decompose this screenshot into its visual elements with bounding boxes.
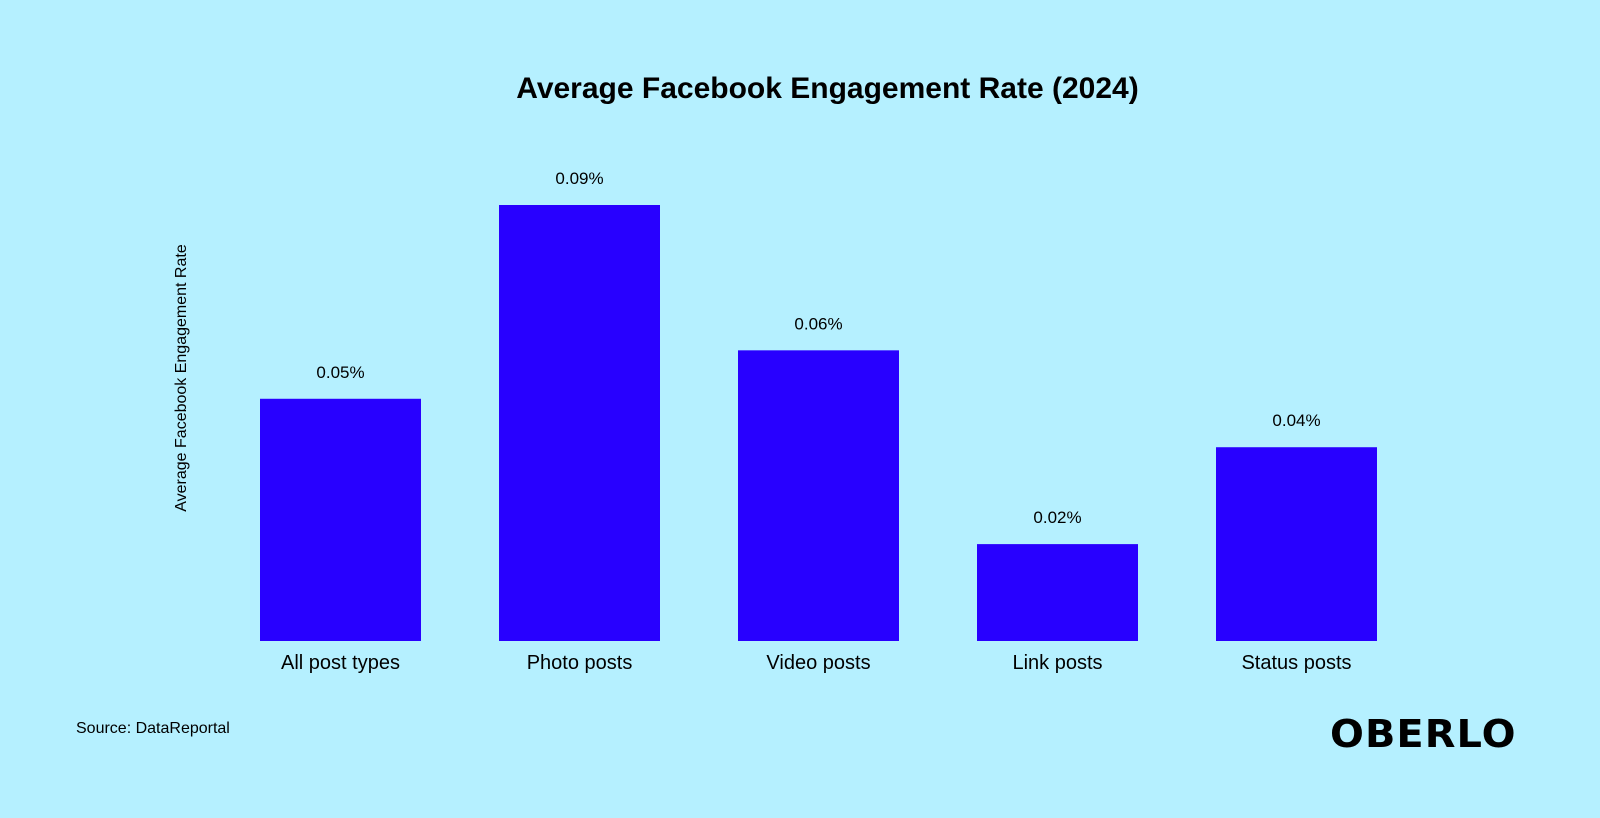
chart-title: Average Facebook Engagement Rate (2024) <box>516 72 1139 105</box>
data-label: 0.05% <box>316 363 364 382</box>
x-tick-label: Photo posts <box>527 652 633 674</box>
x-tick-label: Link posts <box>1012 652 1102 674</box>
data-label: 0.02% <box>1033 508 1081 527</box>
x-tick-label: All post types <box>281 652 400 674</box>
x-tick-label: Status posts <box>1241 652 1351 674</box>
bar-2 <box>738 350 899 641</box>
bar-4 <box>1216 447 1377 641</box>
data-label: 0.09% <box>555 169 603 188</box>
bar-1 <box>499 205 660 641</box>
oberlo-logo: OBERLO <box>1330 712 1517 756</box>
data-label: 0.06% <box>794 314 842 333</box>
x-tick-label: Video posts <box>766 652 870 674</box>
data-label: 0.04% <box>1272 411 1320 430</box>
bar-0 <box>260 398 421 641</box>
source-note: Source: DataReportal <box>76 720 230 737</box>
bar-3 <box>977 544 1138 641</box>
